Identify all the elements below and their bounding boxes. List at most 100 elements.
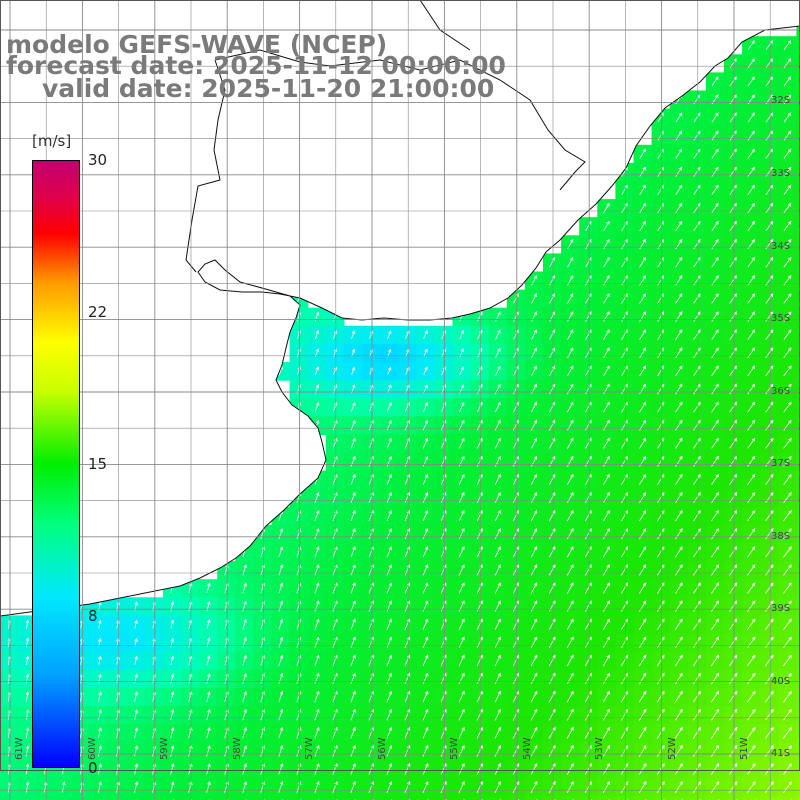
speed-cell	[669, 271, 689, 291]
wind-arrow	[530, 491, 538, 503]
wind-arrow	[530, 455, 537, 467]
wind-arrow	[530, 582, 538, 594]
wind-arrow	[494, 437, 501, 449]
speed-cell	[416, 796, 435, 800]
speed-cell	[742, 434, 761, 454]
speed-cell	[705, 651, 725, 671]
speed-cell	[543, 488, 562, 508]
speed-cell	[742, 398, 761, 417]
speed-cell	[633, 651, 653, 671]
wind-arrow	[747, 654, 756, 667]
wind-arrow	[765, 148, 774, 159]
speed-cell	[506, 687, 526, 707]
speed-cell	[506, 506, 526, 526]
wind-arrow	[603, 347, 610, 359]
speed-cell	[778, 271, 797, 291]
wind-arrow	[602, 690, 610, 703]
speed-cell	[724, 144, 743, 164]
speed-cell	[651, 343, 671, 363]
speed-cell	[543, 470, 562, 490]
wind-arrow	[675, 473, 683, 485]
wind-arrow	[638, 582, 647, 594]
speed-cell	[561, 597, 580, 616]
wind-arrow	[98, 745, 102, 757]
wind-arrow	[675, 455, 683, 467]
speed-cell	[687, 199, 707, 218]
speed-cell	[705, 543, 725, 562]
speed-cell	[561, 343, 580, 363]
speed-cell	[669, 416, 689, 435]
wind-arrow	[747, 600, 756, 612]
speed-cell	[669, 398, 689, 417]
wind-arrow	[386, 781, 393, 793]
speed-cell	[778, 199, 797, 218]
colorbar-tick-0: 0	[88, 759, 98, 777]
wind-arrow	[746, 763, 756, 775]
speed-cell	[796, 126, 800, 146]
speed-cell	[796, 199, 800, 218]
speed-cell	[669, 181, 689, 200]
wind-arrow	[728, 781, 738, 794]
speed-cell	[18, 796, 37, 800]
wind-arrow	[675, 257, 683, 268]
wind-arrow	[314, 492, 320, 503]
wind-arrow	[711, 618, 719, 630]
speed-cell	[561, 796, 580, 800]
speed-cell	[615, 181, 635, 200]
speed-cell	[543, 760, 562, 779]
wind-arrow	[386, 528, 392, 540]
wind-arrow	[674, 672, 683, 685]
speed-cell	[524, 380, 544, 399]
wind-arrow	[458, 437, 465, 449]
speed-cell	[796, 452, 800, 472]
speed-cell	[669, 543, 689, 562]
wind-arrow	[765, 654, 774, 667]
speed-cell	[651, 325, 671, 345]
speed-cell	[506, 561, 526, 580]
speed-cell	[669, 144, 689, 164]
speed-cell	[488, 434, 508, 454]
speed-cell	[579, 597, 598, 616]
speed-cell	[615, 597, 635, 616]
wind-arrow	[711, 455, 719, 467]
speed-cell	[633, 325, 653, 345]
speed-cell	[796, 724, 800, 743]
wind-arrow	[783, 329, 792, 340]
speed-cell	[724, 271, 743, 291]
speed-cell	[724, 742, 743, 761]
wind-arrow	[62, 781, 66, 793]
speed-cell	[488, 307, 508, 327]
wind-arrow	[639, 509, 647, 522]
speed-cell	[633, 434, 653, 454]
wind-arrow	[692, 672, 701, 685]
speed-cell	[561, 669, 580, 689]
wind-arrow	[134, 763, 139, 775]
wind-arrow	[729, 654, 738, 667]
speed-cell	[778, 579, 797, 598]
wind-arrow	[711, 383, 719, 395]
speed-cell	[669, 343, 689, 363]
speed-cell	[742, 470, 761, 490]
wind-arrow	[765, 112, 773, 123]
wind-arrow	[783, 582, 792, 594]
speed-cell	[687, 126, 707, 146]
wind-arrow	[332, 618, 338, 630]
wind-arrow	[423, 366, 428, 375]
speed-cell	[633, 289, 653, 309]
speed-cell	[543, 669, 562, 689]
wind-arrow	[25, 691, 30, 702]
speed-cell	[669, 434, 689, 454]
wind-arrow	[765, 40, 773, 50]
wind-arrow	[332, 781, 338, 793]
wind-arrow	[638, 726, 647, 739]
speed-cell	[687, 362, 707, 381]
speed-cell	[597, 325, 616, 345]
wind-arrow	[711, 528, 719, 540]
wind-arrow	[530, 618, 538, 630]
wind-arrow	[764, 781, 774, 794]
wind-arrow	[747, 275, 755, 286]
wind-arrow	[711, 582, 719, 594]
speed-cell	[760, 181, 779, 200]
speed-cell	[796, 579, 800, 598]
wind-arrow	[674, 763, 683, 775]
